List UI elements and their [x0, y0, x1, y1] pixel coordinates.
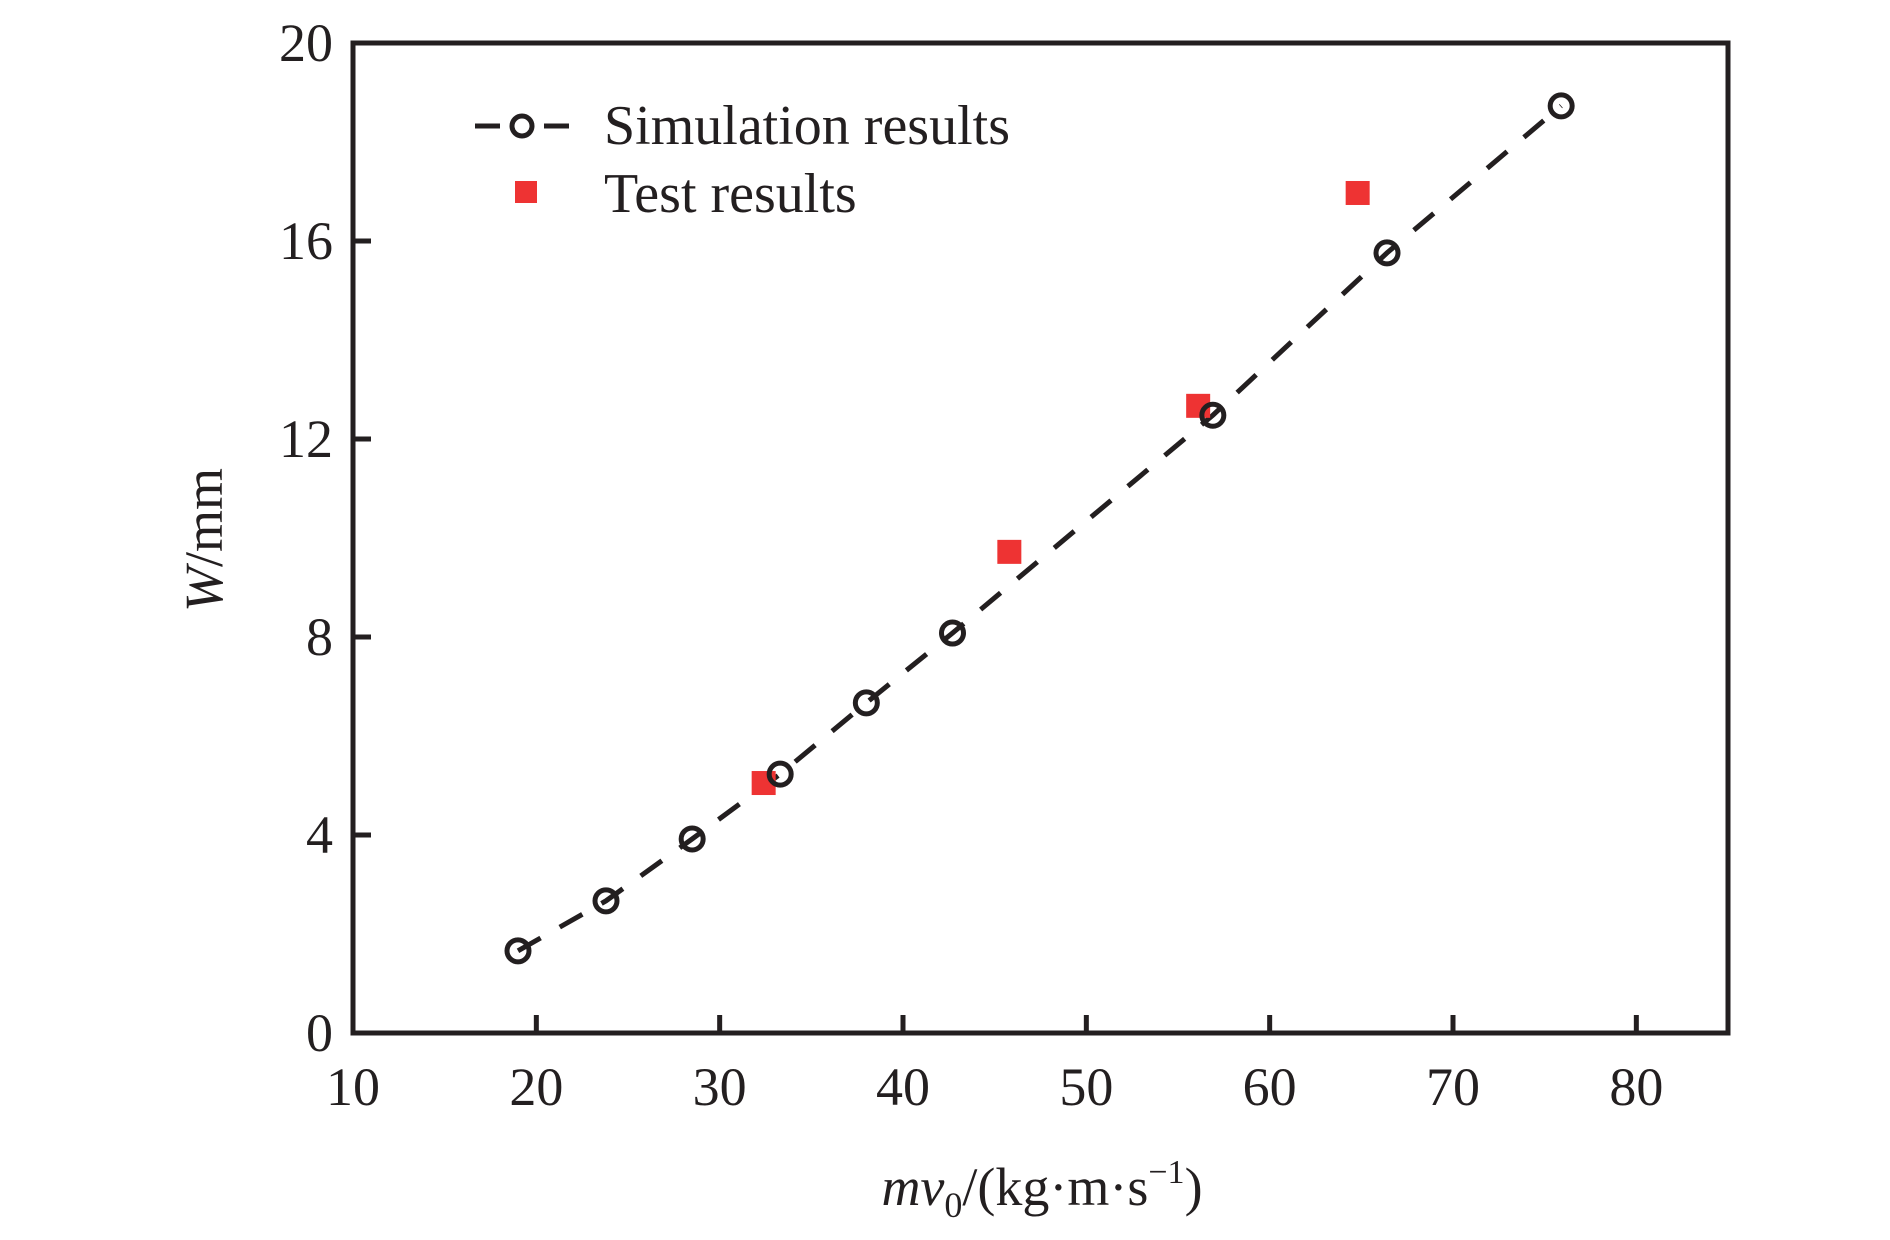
x-tick-label: 50	[1059, 1057, 1113, 1117]
plot-frame	[350, 40, 1731, 1036]
x-tick-label: 30	[693, 1057, 747, 1117]
simulation-result-point	[1373, 239, 1401, 267]
tick-labels: 10 20 30 40 50 60 70 80 0 4 8 12 16 20	[279, 13, 1663, 1117]
y-tick-label: 0	[306, 1003, 333, 1063]
simulation-result-point	[1547, 92, 1575, 120]
simulation-result-point	[852, 689, 880, 717]
x-label-close: )	[1185, 1157, 1203, 1217]
simulation-result-point	[504, 937, 532, 965]
simulation-result-point	[939, 619, 966, 647]
x-tick-label: 10	[326, 1057, 380, 1117]
legend-sim-marker	[509, 113, 535, 139]
simulation-result-point	[592, 887, 620, 915]
y-tick-label: 8	[306, 607, 333, 667]
y-label-italic: W	[174, 562, 234, 612]
simulation-result-point	[766, 760, 794, 788]
legend-test-label: Test results	[604, 163, 857, 225]
y-tick-label: 20	[279, 13, 333, 73]
x-tick-label: 70	[1426, 1057, 1480, 1117]
legend-sim-label: Simulation results	[604, 95, 1010, 157]
ticks	[353, 238, 1639, 1033]
legend: Simulation results Test results	[475, 95, 1010, 225]
y-tick-label: 16	[279, 211, 333, 271]
y-label-rest: /mm	[174, 468, 234, 567]
y-axis-label: W/mm	[174, 468, 234, 612]
test-result-point	[1345, 180, 1370, 205]
x-tick-label: 40	[876, 1057, 930, 1117]
x-label-italic: mv	[881, 1157, 944, 1217]
x-label-sup: −1	[1148, 1154, 1184, 1191]
simulation-result-point	[678, 825, 706, 853]
simulation-result-point	[1199, 401, 1227, 429]
simulation-dashed-line	[516, 103, 1563, 954]
markers	[504, 92, 1575, 965]
simulation-line	[516, 103, 1563, 954]
y-tick-label: 12	[279, 409, 333, 469]
y-tick-label: 4	[306, 805, 333, 865]
x-label-sub: 0	[944, 1185, 962, 1225]
x-label-rest: /(kg·m·s	[962, 1157, 1148, 1217]
x-axis-label: mv0/(kg·m·s−1)	[881, 1154, 1202, 1225]
test-result-point	[997, 539, 1022, 564]
x-tick-label: 80	[1609, 1057, 1663, 1117]
legend-test-marker	[515, 181, 537, 203]
x-tick-label: 60	[1243, 1057, 1297, 1117]
x-tick-label: 20	[509, 1057, 563, 1117]
